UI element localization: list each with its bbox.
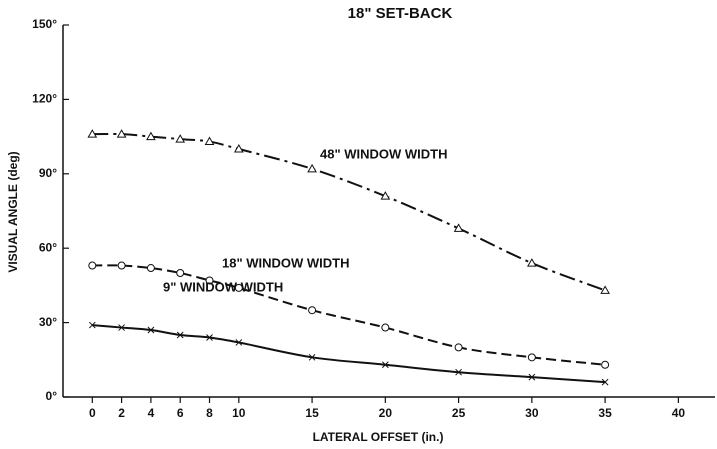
x-tick-label: 10 <box>232 406 246 420</box>
marker <box>381 323 390 332</box>
marker <box>234 283 243 292</box>
marker <box>527 353 536 362</box>
series-label: 48" WINDOW WIDTH <box>320 146 448 161</box>
chart-title: 18" SET-BACK <box>348 5 453 22</box>
series-line <box>92 324 606 384</box>
x-tick-label: 2 <box>118 406 125 420</box>
marker <box>308 306 317 315</box>
marker <box>233 143 244 153</box>
x-tick-label: 40 <box>672 406 686 420</box>
series-line <box>92 264 606 366</box>
x-tick-label: 8 <box>206 406 213 420</box>
marker <box>88 261 97 270</box>
marker <box>147 326 155 334</box>
x-tick-label: 30 <box>525 406 539 420</box>
marker <box>118 324 125 331</box>
y-tick-label: 150° <box>32 17 57 31</box>
x-axis-label: LATERAL OFFSET (in.) <box>313 430 444 444</box>
marker <box>381 361 389 369</box>
y-tick-label: 30° <box>39 315 57 329</box>
series-label: 18" WINDOW WIDTH <box>222 255 350 270</box>
marker <box>526 258 537 267</box>
marker <box>87 129 98 138</box>
series-label: 9" WINDOW WIDTH <box>163 279 283 294</box>
marker <box>205 276 214 285</box>
x-tick-label: 0 <box>89 406 96 420</box>
marker <box>116 129 127 138</box>
x-tick-label: 6 <box>177 406 184 420</box>
x-tick-label: 35 <box>598 406 612 420</box>
marker <box>380 191 391 200</box>
x-tick-label: 20 <box>379 406 393 420</box>
y-tick-label: 60° <box>39 240 57 254</box>
marker <box>601 360 610 369</box>
marker <box>308 353 316 361</box>
marker <box>146 264 155 273</box>
marker <box>235 339 243 346</box>
marker <box>307 163 317 173</box>
marker <box>88 321 96 329</box>
marker <box>204 136 215 146</box>
marker <box>117 261 126 270</box>
marker <box>206 334 213 341</box>
marker <box>176 269 185 277</box>
y-tick-label: 90° <box>39 166 57 180</box>
marker <box>528 373 536 381</box>
x-tick-label: 4 <box>148 406 155 420</box>
y-tick-label: 0° <box>46 389 58 403</box>
marker <box>455 368 462 376</box>
y-axis-label: VISUAL ANGLE (deg) <box>6 151 20 272</box>
x-tick-label: 25 <box>452 406 466 420</box>
y-tick-label: 120° <box>32 92 57 106</box>
series-line <box>92 132 606 292</box>
marker <box>600 285 610 294</box>
marker <box>146 131 156 141</box>
marker <box>453 223 464 232</box>
marker <box>175 134 186 143</box>
x-tick-label: 15 <box>305 406 319 420</box>
marker <box>454 343 463 352</box>
marker <box>601 378 609 386</box>
marker <box>176 331 184 339</box>
